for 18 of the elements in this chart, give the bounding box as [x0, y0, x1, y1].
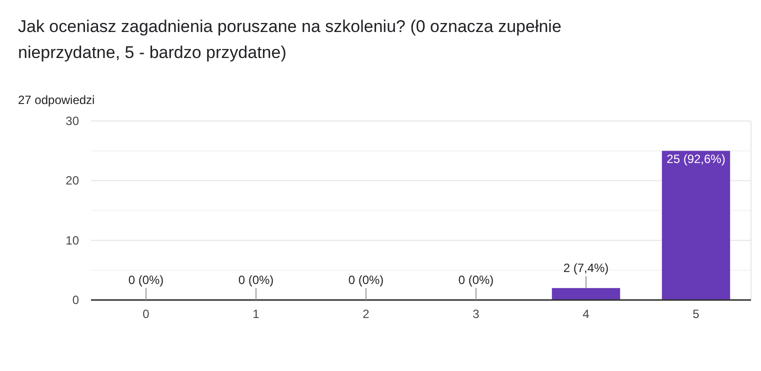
data-label: 0 (0%): [128, 273, 164, 287]
x-tick-label: 5: [692, 307, 700, 321]
data-label: 0 (0%): [238, 273, 274, 287]
y-tick-label: 0: [72, 293, 80, 307]
x-tick-label: 0: [142, 307, 150, 321]
data-label: 0 (0%): [458, 273, 494, 287]
y-tick-label: 30: [66, 114, 80, 128]
data-label: 25 (92,6%): [666, 152, 726, 166]
x-tick-label: 3: [472, 307, 480, 321]
data-label: 0 (0%): [348, 273, 384, 287]
y-tick-label: 10: [66, 233, 80, 248]
y-tick-label: 20: [66, 174, 80, 188]
chart-title: Jak oceniasz zagadnienia poruszane na szkoleniu? (0 oznacza zupełnie nieprzydatne, 5 - bardzo przydatne): [18, 17, 562, 62]
x-tick-label: 4: [582, 307, 590, 321]
x-tick-label: 1: [252, 307, 260, 321]
data-label: 2 (7,4%): [563, 261, 609, 276]
chart-subtitle: 27 odpowiedzi: [18, 93, 95, 107]
x-tick-label: 2: [362, 307, 370, 321]
